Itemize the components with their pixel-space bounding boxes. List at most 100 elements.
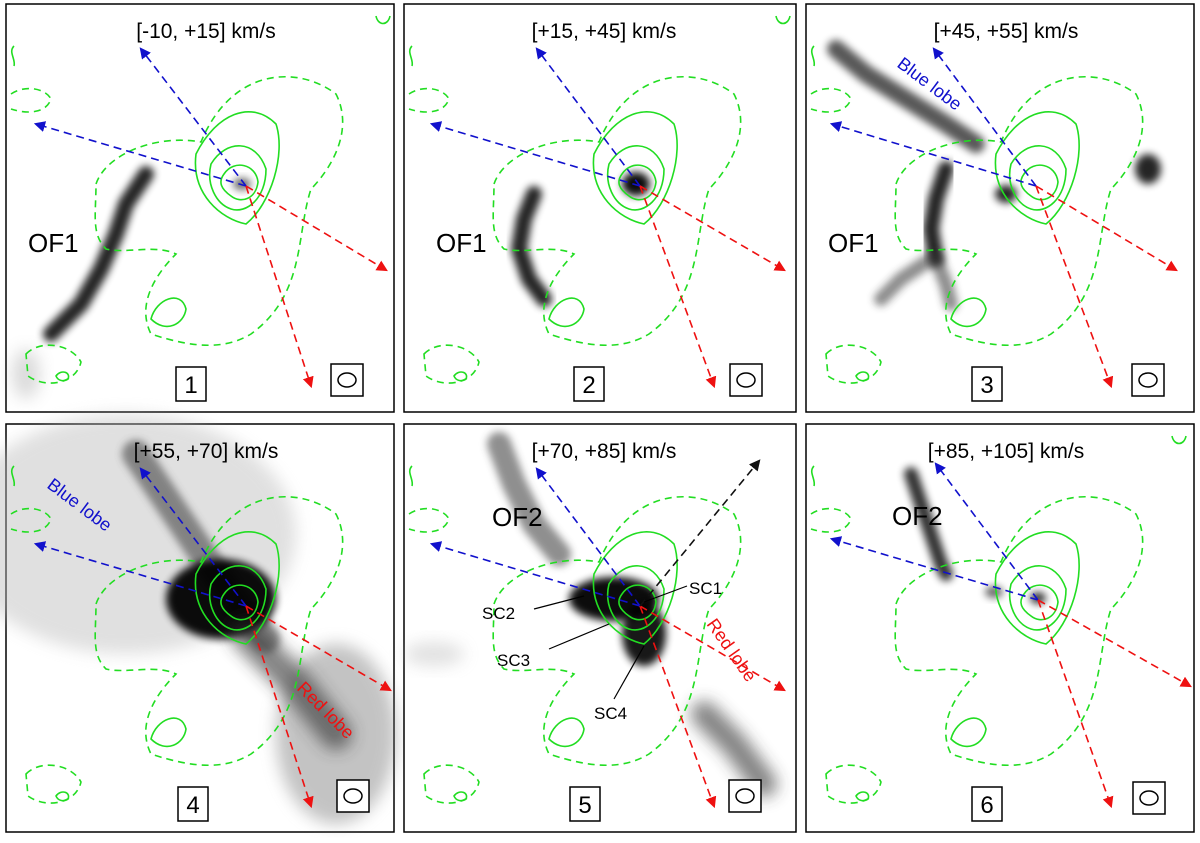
- velocity-range-label: [+15, +45] km/s: [532, 20, 677, 43]
- panel-2: [+15, +45] km/s OF1 2: [403, 3, 797, 413]
- outflow-label: OF1: [28, 228, 79, 258]
- contour-dashed: [810, 507, 852, 533]
- contour-solid: [855, 791, 870, 802]
- panel-number: 6: [980, 792, 993, 819]
- contour-solid: [950, 717, 987, 748]
- contour-solid: [1020, 584, 1059, 621]
- contour-solid: [1171, 435, 1187, 445]
- beam-ellipse-icon: [1131, 363, 1165, 397]
- contour-dashed: [492, 495, 742, 766]
- contour-dashed: [894, 75, 1144, 346]
- outflow-axes: [429, 459, 786, 809]
- panel-number-box: 4: [177, 786, 209, 822]
- panel-5: [+70, +85] km/s OF2 SC1 SC2 SC3 SC4 Red …: [403, 423, 797, 833]
- contour-solid: [209, 565, 267, 631]
- outflow-axes: [33, 47, 388, 389]
- contour-solid: [775, 15, 791, 25]
- contour-dashed: [10, 87, 52, 113]
- velocity-range-label: [+45, +55] km/s: [934, 20, 1079, 43]
- sub-core-label: SC4: [594, 704, 627, 723]
- panel-frame: [5, 3, 395, 413]
- contour-dashed: [94, 75, 344, 346]
- panel-1: [-10, +15] km/s OF1 1: [5, 3, 395, 413]
- contour-solid: [453, 371, 468, 382]
- outflow-axes: [33, 467, 392, 809]
- contour-solid: [10, 45, 16, 67]
- panel-number: 3: [980, 372, 993, 399]
- panel-3: [+45, +55] km/s Blue lobe OF1 3: [805, 3, 1195, 413]
- contours: [810, 435, 1187, 804]
- contour-solid: [1009, 145, 1067, 211]
- contours: [10, 15, 391, 384]
- contour-solid: [607, 565, 665, 631]
- contours: [408, 15, 791, 384]
- outflow-label: OF1: [436, 228, 487, 258]
- panel-number: 1: [184, 372, 197, 399]
- contour-dashed: [492, 75, 742, 346]
- panel-number: 2: [582, 372, 595, 399]
- contour-dashed: [894, 495, 1144, 766]
- contour-solid: [855, 371, 870, 382]
- contour-solid: [10, 465, 16, 487]
- contour-solid: [1009, 565, 1067, 631]
- outflow-axes: [829, 47, 1178, 389]
- panel-number-box: 6: [971, 786, 1003, 822]
- velocity-range-label: [+70, +85] km/s: [532, 440, 677, 463]
- velocity-range-label: [-10, +15] km/s: [136, 20, 275, 43]
- contour-dashed: [408, 87, 450, 113]
- contour-solid: [209, 145, 267, 211]
- emission-map: [827, 40, 1161, 311]
- outflow-axes: [429, 47, 786, 389]
- contour-solid: [994, 531, 1080, 645]
- panel-frame: [805, 423, 1195, 833]
- contour-dashed: [10, 507, 52, 533]
- panel-number-box: 2: [573, 366, 605, 402]
- contour-dashed: [408, 507, 450, 533]
- contour-dashed: [423, 344, 480, 384]
- contour-solid: [220, 164, 259, 201]
- sub-core-label: SC1: [689, 579, 722, 598]
- velocity-range-label: [+55, +70] km/s: [134, 440, 279, 463]
- panel-number-box: 1: [175, 366, 207, 402]
- contour-solid: [548, 717, 585, 748]
- beam-ellipse-icon: [1132, 781, 1166, 815]
- sub-core-label: SC2: [482, 604, 515, 623]
- outflow-axes: [829, 462, 1192, 809]
- panel-number-box: 5: [569, 786, 601, 822]
- panel-6: [+85, +105] km/s OF2 6: [805, 423, 1195, 833]
- contour-solid: [453, 791, 468, 802]
- contour-solid: [194, 531, 280, 645]
- panel-4: [+55, +70] km/s Blue lobe Red lobe 4: [0, 414, 396, 833]
- beam-ellipse-icon: [336, 779, 370, 813]
- panel-number-box: 3: [971, 366, 1003, 402]
- panel-frame: [403, 3, 797, 413]
- contour-solid: [408, 45, 414, 67]
- contour-solid: [194, 111, 280, 225]
- contour-dashed: [423, 764, 480, 804]
- contour-solid: [55, 791, 70, 802]
- beam-ellipse-icon: [330, 363, 364, 397]
- contours: [810, 45, 1144, 384]
- contour-solid: [150, 297, 187, 328]
- outflow-label: OF1: [828, 228, 879, 258]
- contour-solid: [375, 15, 391, 25]
- contours: [408, 465, 742, 804]
- sub-core-pointers: [533, 585, 688, 700]
- beam-ellipse-icon: [729, 363, 763, 397]
- contour-solid: [592, 531, 678, 645]
- contour-solid: [950, 297, 987, 328]
- contour-solid: [810, 45, 816, 67]
- contour-dashed: [825, 764, 882, 804]
- outflow-label: OF2: [492, 502, 543, 532]
- beam-ellipse-icon: [728, 779, 762, 813]
- contour-solid: [592, 111, 678, 225]
- panel-number: 5: [578, 792, 591, 819]
- outflow-label: OF2: [892, 501, 943, 531]
- emission-map: [904, 467, 1046, 604]
- contour-solid: [810, 465, 816, 487]
- contour-solid: [1020, 164, 1059, 201]
- contour-solid: [408, 465, 414, 487]
- panel-number: 4: [186, 792, 199, 819]
